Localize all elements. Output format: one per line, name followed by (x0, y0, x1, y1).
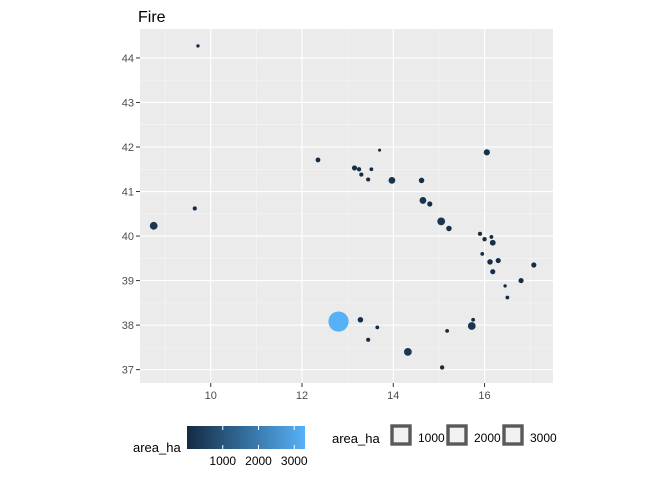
fire-point (439, 365, 445, 370)
fire-point (366, 177, 371, 182)
fire-point (369, 167, 374, 172)
fill-legend: area_ha 1000 2000 3000 (133, 426, 308, 468)
x-tick-label: 12 (296, 390, 308, 402)
fire-point (437, 217, 446, 226)
fire-point (467, 322, 476, 330)
colorbar (187, 426, 305, 449)
fire-point (503, 284, 507, 288)
fire-point (149, 221, 158, 230)
fire-point (531, 262, 537, 268)
fire-point (366, 337, 371, 342)
y-tick-label: 43 (122, 97, 134, 109)
fire-point (446, 225, 452, 232)
fill-legend-title: area_ha (133, 440, 181, 455)
x-tick-label: 14 (387, 390, 399, 402)
fire-point (192, 206, 197, 211)
y-tick-label: 39 (122, 276, 134, 288)
y-tick-label: 40 (122, 231, 134, 243)
fire-point (375, 325, 380, 330)
size-legend-title: area_ha (332, 431, 380, 446)
fire-point (480, 251, 485, 256)
fire-point (351, 165, 358, 171)
fire-point (495, 257, 501, 264)
y-tick-label: 44 (122, 53, 134, 65)
x-axis: 10 12 14 16 (205, 383, 491, 402)
fire-point (356, 167, 362, 172)
fire-point (418, 177, 425, 184)
x-tick-label: 16 (478, 390, 490, 402)
fire-point (483, 149, 490, 156)
colorbar-label: 3000 (281, 454, 308, 468)
fire-point (489, 239, 496, 246)
fire-point (487, 259, 493, 265)
y-axis: 37 38 39 40 41 42 43 44 (122, 53, 140, 377)
size-legend: area_ha 1000 2000 3000 (332, 424, 557, 446)
fire-point (482, 236, 487, 242)
fire-point (315, 157, 321, 163)
fire-point (518, 277, 524, 284)
colorbar-label: 1000 (209, 454, 236, 468)
fire-point (378, 148, 382, 152)
x-tick-label: 10 (205, 390, 217, 402)
fire-point (505, 295, 510, 300)
colorbar-label: 2000 (245, 454, 272, 468)
fire-point (359, 172, 364, 177)
size-legend-label: 3000 (530, 431, 557, 445)
data-points (149, 44, 537, 370)
size-legend-label: 2000 (474, 431, 501, 445)
fire-point (419, 197, 427, 204)
fire-point (388, 177, 396, 184)
size-legend-label: 1000 (418, 431, 445, 445)
fire-point (445, 329, 450, 333)
y-tick-label: 42 (122, 142, 134, 154)
fire-point (477, 231, 483, 236)
fire-point (489, 235, 494, 239)
fire-point (357, 317, 364, 323)
chart-title: Fire (138, 9, 166, 26)
y-tick-label: 38 (122, 320, 134, 332)
size-legend-key (390, 424, 412, 446)
fire-point (328, 311, 349, 332)
fire-point (196, 44, 200, 48)
y-tick-label: 41 (122, 187, 134, 199)
fire-point (403, 347, 412, 356)
colorbar-ticks: 1000 2000 3000 (209, 426, 308, 468)
size-legend-key (446, 424, 468, 446)
plot-panel (140, 29, 553, 383)
fire-point (427, 201, 433, 207)
fire-point (471, 317, 476, 322)
size-legend-key (502, 424, 524, 446)
y-tick-label: 37 (122, 365, 134, 377)
fire-point (490, 269, 496, 275)
